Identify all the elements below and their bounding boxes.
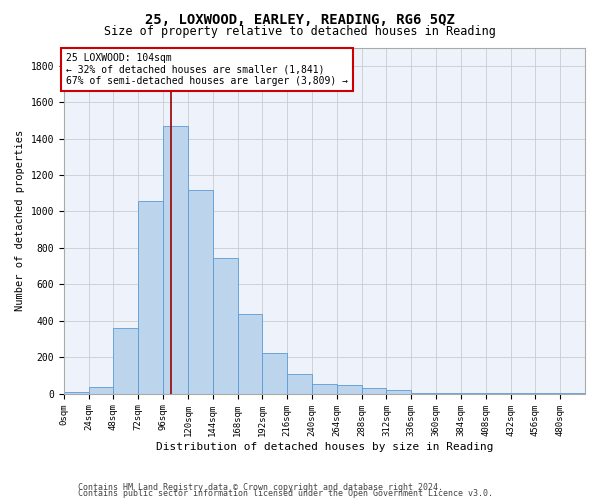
- X-axis label: Distribution of detached houses by size in Reading: Distribution of detached houses by size …: [155, 442, 493, 452]
- Bar: [64, 392, 89, 394]
- Bar: [337, 386, 362, 394]
- Bar: [287, 374, 312, 394]
- Bar: [411, 392, 436, 394]
- Text: 25, LOXWOOD, EARLEY, READING, RG6 5QZ: 25, LOXWOOD, EARLEY, READING, RG6 5QZ: [145, 12, 455, 26]
- Bar: [188, 190, 212, 394]
- Bar: [113, 328, 138, 394]
- Bar: [163, 126, 188, 394]
- Bar: [138, 200, 163, 394]
- Text: Contains public sector information licensed under the Open Government Licence v3: Contains public sector information licen…: [78, 490, 493, 498]
- Bar: [362, 388, 386, 394]
- Text: Size of property relative to detached houses in Reading: Size of property relative to detached ho…: [104, 25, 496, 38]
- Bar: [386, 390, 411, 394]
- Bar: [312, 384, 337, 394]
- Bar: [89, 387, 113, 394]
- Bar: [212, 258, 238, 394]
- Bar: [436, 392, 461, 394]
- Bar: [262, 352, 287, 394]
- Y-axis label: Number of detached properties: Number of detached properties: [15, 130, 25, 311]
- Bar: [238, 314, 262, 394]
- Text: 25 LOXWOOD: 104sqm
← 32% of detached houses are smaller (1,841)
67% of semi-deta: 25 LOXWOOD: 104sqm ← 32% of detached hou…: [66, 53, 348, 86]
- Bar: [461, 393, 486, 394]
- Text: Contains HM Land Registry data © Crown copyright and database right 2024.: Contains HM Land Registry data © Crown c…: [78, 484, 443, 492]
